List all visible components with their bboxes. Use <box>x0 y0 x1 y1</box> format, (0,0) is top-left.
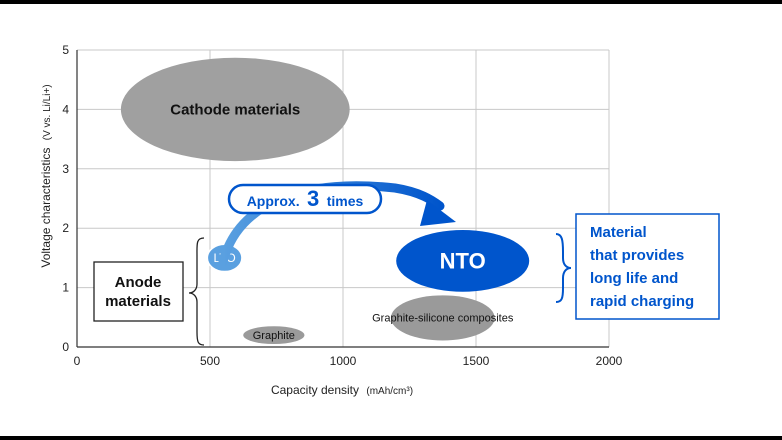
region-label-cathode-materials: Cathode materials <box>170 102 300 119</box>
x-tick-label: 500 <box>200 354 220 368</box>
y-tick-label: 3 <box>62 162 69 176</box>
y-tick-label: 0 <box>62 340 69 354</box>
region-nto <box>396 229 530 292</box>
nto-bracket <box>555 233 572 303</box>
approx-3-times-text: Approx. 3 times <box>247 186 364 211</box>
region-graphite-silicone-composites <box>390 295 495 341</box>
y-tick-label: 5 <box>62 43 69 57</box>
x-tick-label: 2000 <box>596 354 623 368</box>
region-graphite <box>243 326 305 345</box>
anode-materials-box <box>93 261 184 322</box>
nto-benefit-line4: rapid charging <box>590 293 694 310</box>
nto-benefit-line2: that provides <box>590 247 684 264</box>
anode-materials-line2: materials <box>105 293 171 310</box>
x-tick-label: 0 <box>74 354 81 368</box>
region-label-nto: NTO <box>440 249 486 274</box>
comparison-arrow-head <box>420 200 456 226</box>
y-tick-label: 1 <box>62 281 69 295</box>
x-tick-label: 1000 <box>330 354 357 368</box>
x-tick-label: 1500 <box>463 354 490 368</box>
regions: Cathode materials NTO Graphite-silicone co… <box>120 57 530 345</box>
nto-benefit-line3: long life and <box>590 270 678 287</box>
axes <box>76 50 609 348</box>
region-label-graphite: Graphite <box>253 330 295 342</box>
y-tick-label: 2 <box>62 221 69 235</box>
y-tick-label: 4 <box>62 102 69 116</box>
region-cathode-materials <box>120 57 350 162</box>
approx-3-times-badge <box>227 183 383 215</box>
region-label-graphite-silicone-composites: Graphite-silicone composites <box>372 313 514 325</box>
tick-labels: 0 1 2 3 4 5 0 500 1000 1500 2000 <box>62 43 622 368</box>
nto-benefit-box <box>575 213 720 320</box>
y-axis-label: Voltage characteristics (V vs. Li/Li+) <box>39 84 53 267</box>
x-axis-label: Capacity density (mAh/cm³) <box>271 383 413 397</box>
anode-bracket <box>188 237 205 346</box>
anode-materials-line1: Anode <box>115 274 162 291</box>
nto-benefit-line1: Material <box>590 224 647 241</box>
chart-canvas: 0 1 2 3 4 5 0 500 1000 1500 2000 Voltage character… <box>0 4 782 436</box>
chart: 0 1 2 3 4 5 0 500 1000 1500 2000 Voltage character… <box>39 43 720 397</box>
